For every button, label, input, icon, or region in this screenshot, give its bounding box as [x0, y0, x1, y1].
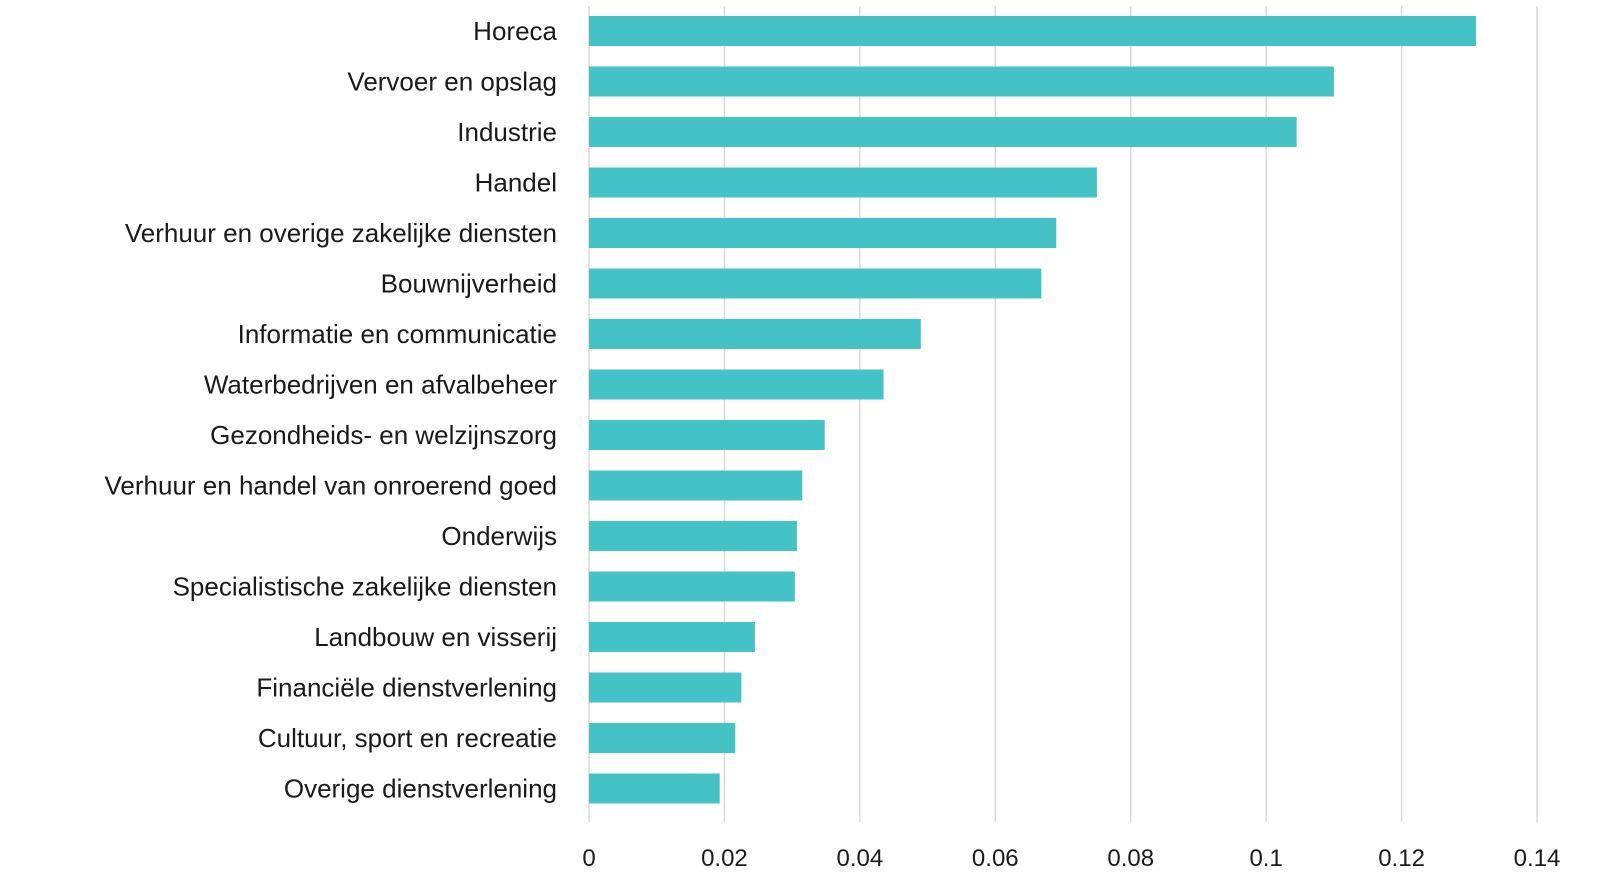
bar: [589, 66, 1334, 97]
x-tick-label: 0.02: [701, 845, 748, 872]
x-tick-label: 0: [582, 845, 595, 872]
bar: [589, 521, 797, 551]
bar: [589, 218, 1057, 248]
x-tick-label: 0.08: [1107, 845, 1154, 872]
bar: [589, 571, 795, 602]
category-label: Verhuur en handel van onroerend goed: [105, 471, 557, 501]
bar: [589, 369, 884, 400]
x-tick-label: 0.04: [836, 845, 883, 872]
category-label: Horeca: [473, 16, 557, 46]
category-label: Verhuur en overige zakelijke diensten: [125, 218, 557, 248]
category-label: Waterbedrijven en afvalbeheer: [204, 370, 557, 400]
x-tick-label: 0.12: [1378, 845, 1425, 872]
bar: [589, 773, 720, 804]
category-label: Cultuur, sport en recreatie: [258, 723, 557, 753]
bar: [589, 420, 825, 450]
category-label: Onderwijs: [441, 521, 557, 551]
bar: [589, 117, 1297, 147]
category-label: Overige dienstverlening: [284, 774, 557, 804]
bar: [589, 268, 1042, 299]
x-tick-label: 0.14: [1514, 845, 1561, 872]
category-labels: Horeca Vervoer en opslag Industrie Handel V…: [105, 16, 558, 804]
bar: [589, 167, 1097, 198]
category-label: Bouwnijverheid: [381, 269, 557, 299]
category-label: Gezondheids- en welzijnszorg: [210, 420, 557, 450]
category-label: Informatie en communicatie: [238, 319, 557, 349]
category-label: Industrie: [457, 117, 557, 147]
category-label: Specialistische zakelijke diensten: [173, 572, 557, 602]
bar: [589, 16, 1477, 46]
bar: [589, 319, 921, 349]
bar: [589, 672, 742, 703]
bar: [589, 723, 736, 753]
bars: [589, 16, 1477, 804]
category-label: Handel: [475, 168, 557, 198]
x-axis-tick-labels: 0 0.02 0.04 0.06 0.08 0.1 0.12 0.14: [582, 845, 1560, 872]
bar: [589, 622, 755, 652]
category-label: Vervoer en opslag: [347, 67, 557, 97]
x-tick-label: 0.1: [1249, 845, 1282, 872]
bar: [589, 470, 803, 501]
category-label: Landbouw en visserij: [314, 622, 557, 652]
x-tick-label: 0.06: [972, 845, 1019, 872]
category-label: Financiële dienstverlening: [256, 673, 557, 703]
